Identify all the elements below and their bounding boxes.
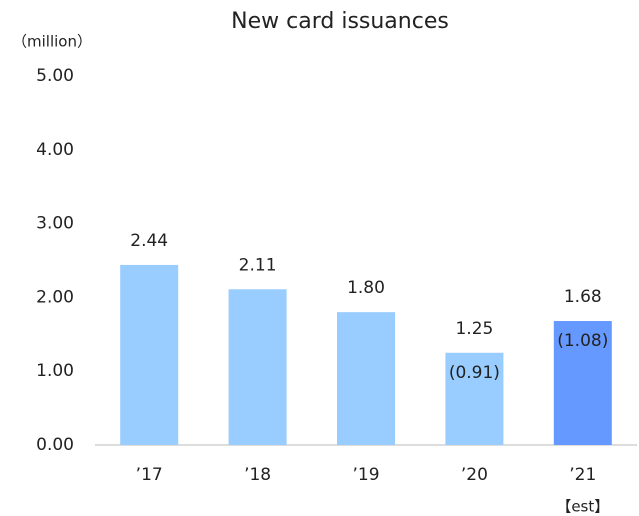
bar xyxy=(228,289,287,445)
chart-title: New card issuances xyxy=(231,9,449,34)
x-tick-label: ’17 xyxy=(136,465,163,485)
x-note: 【est】 xyxy=(556,498,609,516)
y-tick-label: 5.00 xyxy=(36,66,74,86)
y-tick-label: 4.00 xyxy=(36,140,74,160)
x-tick-label: ’19 xyxy=(352,465,379,485)
x-tick-label: ’18 xyxy=(244,465,271,485)
value-label: 1.25 xyxy=(455,319,493,339)
y-tick-label: 3.00 xyxy=(36,214,74,234)
y-tick-label: 0.00 xyxy=(36,435,74,455)
bar-annotation: (1.08) xyxy=(557,331,608,351)
value-label: 1.68 xyxy=(564,287,602,307)
y-tick-label: 1.00 xyxy=(36,361,74,381)
y-tick-label: 2.00 xyxy=(36,287,74,307)
bar xyxy=(337,312,395,445)
bar-annotation: (0.91) xyxy=(449,363,500,383)
bar xyxy=(445,352,504,445)
x-tick-label: ’21 xyxy=(569,465,596,485)
value-label: 2.11 xyxy=(239,255,277,275)
bar xyxy=(120,264,179,445)
value-label: 1.80 xyxy=(347,278,385,298)
bar xyxy=(553,321,612,445)
x-tick-label: ’20 xyxy=(461,465,488,485)
y-unit: （million） xyxy=(12,33,92,51)
value-label: 2.44 xyxy=(130,231,168,251)
